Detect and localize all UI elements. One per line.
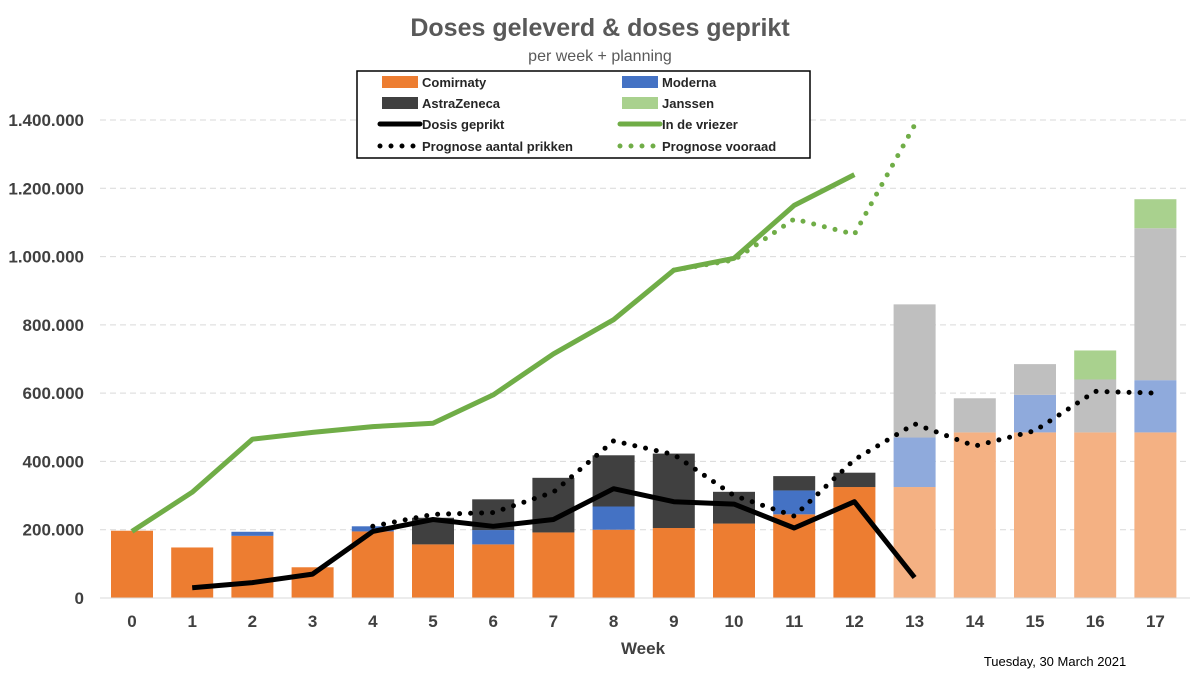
bar-astrazeneca-week-15 bbox=[1014, 364, 1056, 395]
x-tick-label: 12 bbox=[845, 612, 864, 631]
bar-astrazeneca-week-11 bbox=[773, 476, 816, 491]
legend-swatch-astrazeneca bbox=[382, 97, 418, 109]
y-tick-label: 800.000 bbox=[23, 316, 84, 335]
bars bbox=[111, 199, 1177, 598]
x-tick-label: 16 bbox=[1086, 612, 1105, 631]
x-tick-label: 5 bbox=[428, 612, 437, 631]
bar-astrazeneca-week-16 bbox=[1074, 379, 1117, 433]
x-tick-label: 15 bbox=[1026, 612, 1045, 631]
bar-astrazeneca-week-17 bbox=[1134, 228, 1177, 381]
line-in-de-vriezer bbox=[130, 172, 856, 534]
x-axis-title: Week bbox=[621, 639, 666, 658]
y-axis: 0 200.000 400.000 600.000 800.000 1.000.000 1.… bbox=[8, 111, 84, 608]
legend-swatch-comirnaty bbox=[382, 76, 418, 88]
bar-astrazeneca-week-14 bbox=[953, 398, 996, 433]
date-label: Tuesday, 30 March 2021 bbox=[984, 654, 1126, 669]
y-tick-label: 1.400.000 bbox=[8, 111, 84, 130]
bar-moderna-week-15 bbox=[1014, 394, 1056, 433]
x-axis: 0 1 2 3 4 5 6 7 8 9 10 11 12 13 14 15 16 17 bbox=[127, 612, 1165, 631]
bar-comirnaty-week-9 bbox=[652, 528, 695, 598]
y-tick-label: 200.000 bbox=[23, 521, 84, 540]
legend-label-dosis-geprikt: Dosis geprikt bbox=[422, 117, 505, 132]
bar-comirnaty-week-1 bbox=[171, 547, 214, 598]
line-prognose-vooraad bbox=[671, 122, 918, 273]
bar-janssen-week-17 bbox=[1134, 199, 1177, 229]
legend-label-moderna: Moderna bbox=[662, 75, 717, 90]
bar-comirnaty-week-7 bbox=[532, 532, 575, 598]
legend-label-prognose-vooraad: Prognose vooraad bbox=[662, 139, 776, 154]
bar-comirnaty-week-14 bbox=[953, 432, 996, 598]
bar-comirnaty-week-5 bbox=[412, 544, 454, 598]
bar-astrazeneca-week-13 bbox=[893, 304, 936, 438]
legend-swatch-janssen bbox=[622, 97, 658, 109]
bar-astrazeneca-week-9 bbox=[652, 453, 695, 529]
bar-comirnaty-week-10 bbox=[713, 523, 755, 598]
legend-swatch-moderna bbox=[622, 76, 658, 88]
chart-title: Doses geleverd & doses geprikt bbox=[410, 14, 790, 42]
x-tick-label: 9 bbox=[669, 612, 678, 631]
bar-moderna-week-2 bbox=[231, 531, 274, 536]
legend-label-prognose-aantal-prikken: Prognose aantal prikken bbox=[422, 139, 573, 154]
bar-comirnaty-week-8 bbox=[592, 529, 635, 598]
y-tick-label: 400.000 bbox=[23, 452, 84, 471]
bar-moderna-week-8 bbox=[592, 506, 635, 530]
legend-label-janssen: Janssen bbox=[662, 96, 714, 111]
bar-astrazeneca-week-12 bbox=[833, 472, 876, 488]
line-prognose-aantal-prikken bbox=[370, 388, 1158, 529]
bar-comirnaty-week-15 bbox=[1014, 432, 1056, 598]
legend-box bbox=[356, 70, 811, 159]
x-tick-label: 11 bbox=[785, 612, 803, 631]
y-tick-label: 1.000.000 bbox=[8, 248, 84, 267]
lines bbox=[130, 122, 1158, 591]
bar-astrazeneca-week-7 bbox=[532, 477, 575, 533]
y-tick-label: 600.000 bbox=[23, 384, 84, 403]
x-tick-label: 0 bbox=[127, 612, 136, 631]
x-tick-label: 13 bbox=[905, 612, 924, 631]
x-tick-label: 14 bbox=[965, 612, 984, 631]
y-tick-label: 0 bbox=[75, 589, 84, 608]
bar-moderna-week-17 bbox=[1134, 380, 1177, 433]
line-dosis-geprikt bbox=[191, 486, 917, 591]
bar-comirnaty-week-13 bbox=[893, 487, 936, 598]
legend: Comirnaty Moderna AstraZeneca Janssen Dosis … bbox=[356, 70, 811, 159]
legend-label-in-de-vriezer: In de vriezer bbox=[662, 117, 738, 132]
x-tick-label: 2 bbox=[248, 612, 257, 631]
x-tick-label: 3 bbox=[308, 612, 317, 631]
x-tick-label: 10 bbox=[725, 612, 744, 631]
bar-moderna-week-11 bbox=[773, 490, 816, 515]
chart-subtitle: per week + planning bbox=[528, 48, 672, 65]
bar-comirnaty-week-16 bbox=[1074, 432, 1117, 598]
x-tick-label: 8 bbox=[609, 612, 618, 631]
bar-comirnaty-week-2 bbox=[231, 535, 274, 598]
x-tick-label: 7 bbox=[549, 612, 558, 631]
legend-label-comirnaty: Comirnaty bbox=[422, 75, 487, 90]
x-tick-label: 4 bbox=[368, 612, 378, 631]
x-tick-label: 1 bbox=[187, 612, 196, 631]
bar-comirnaty-week-0 bbox=[111, 530, 153, 598]
x-tick-label: 17 bbox=[1146, 612, 1165, 631]
bar-moderna-week-6 bbox=[472, 530, 515, 545]
bar-moderna-week-13 bbox=[893, 437, 936, 488]
bar-comirnaty-week-17 bbox=[1134, 432, 1177, 598]
legend-label-astrazeneca: AstraZeneca bbox=[422, 96, 501, 111]
bar-janssen-week-16 bbox=[1074, 350, 1117, 380]
y-tick-label: 1.200.000 bbox=[8, 179, 84, 198]
bar-comirnaty-week-6 bbox=[472, 544, 515, 598]
x-tick-label: 6 bbox=[488, 612, 497, 631]
